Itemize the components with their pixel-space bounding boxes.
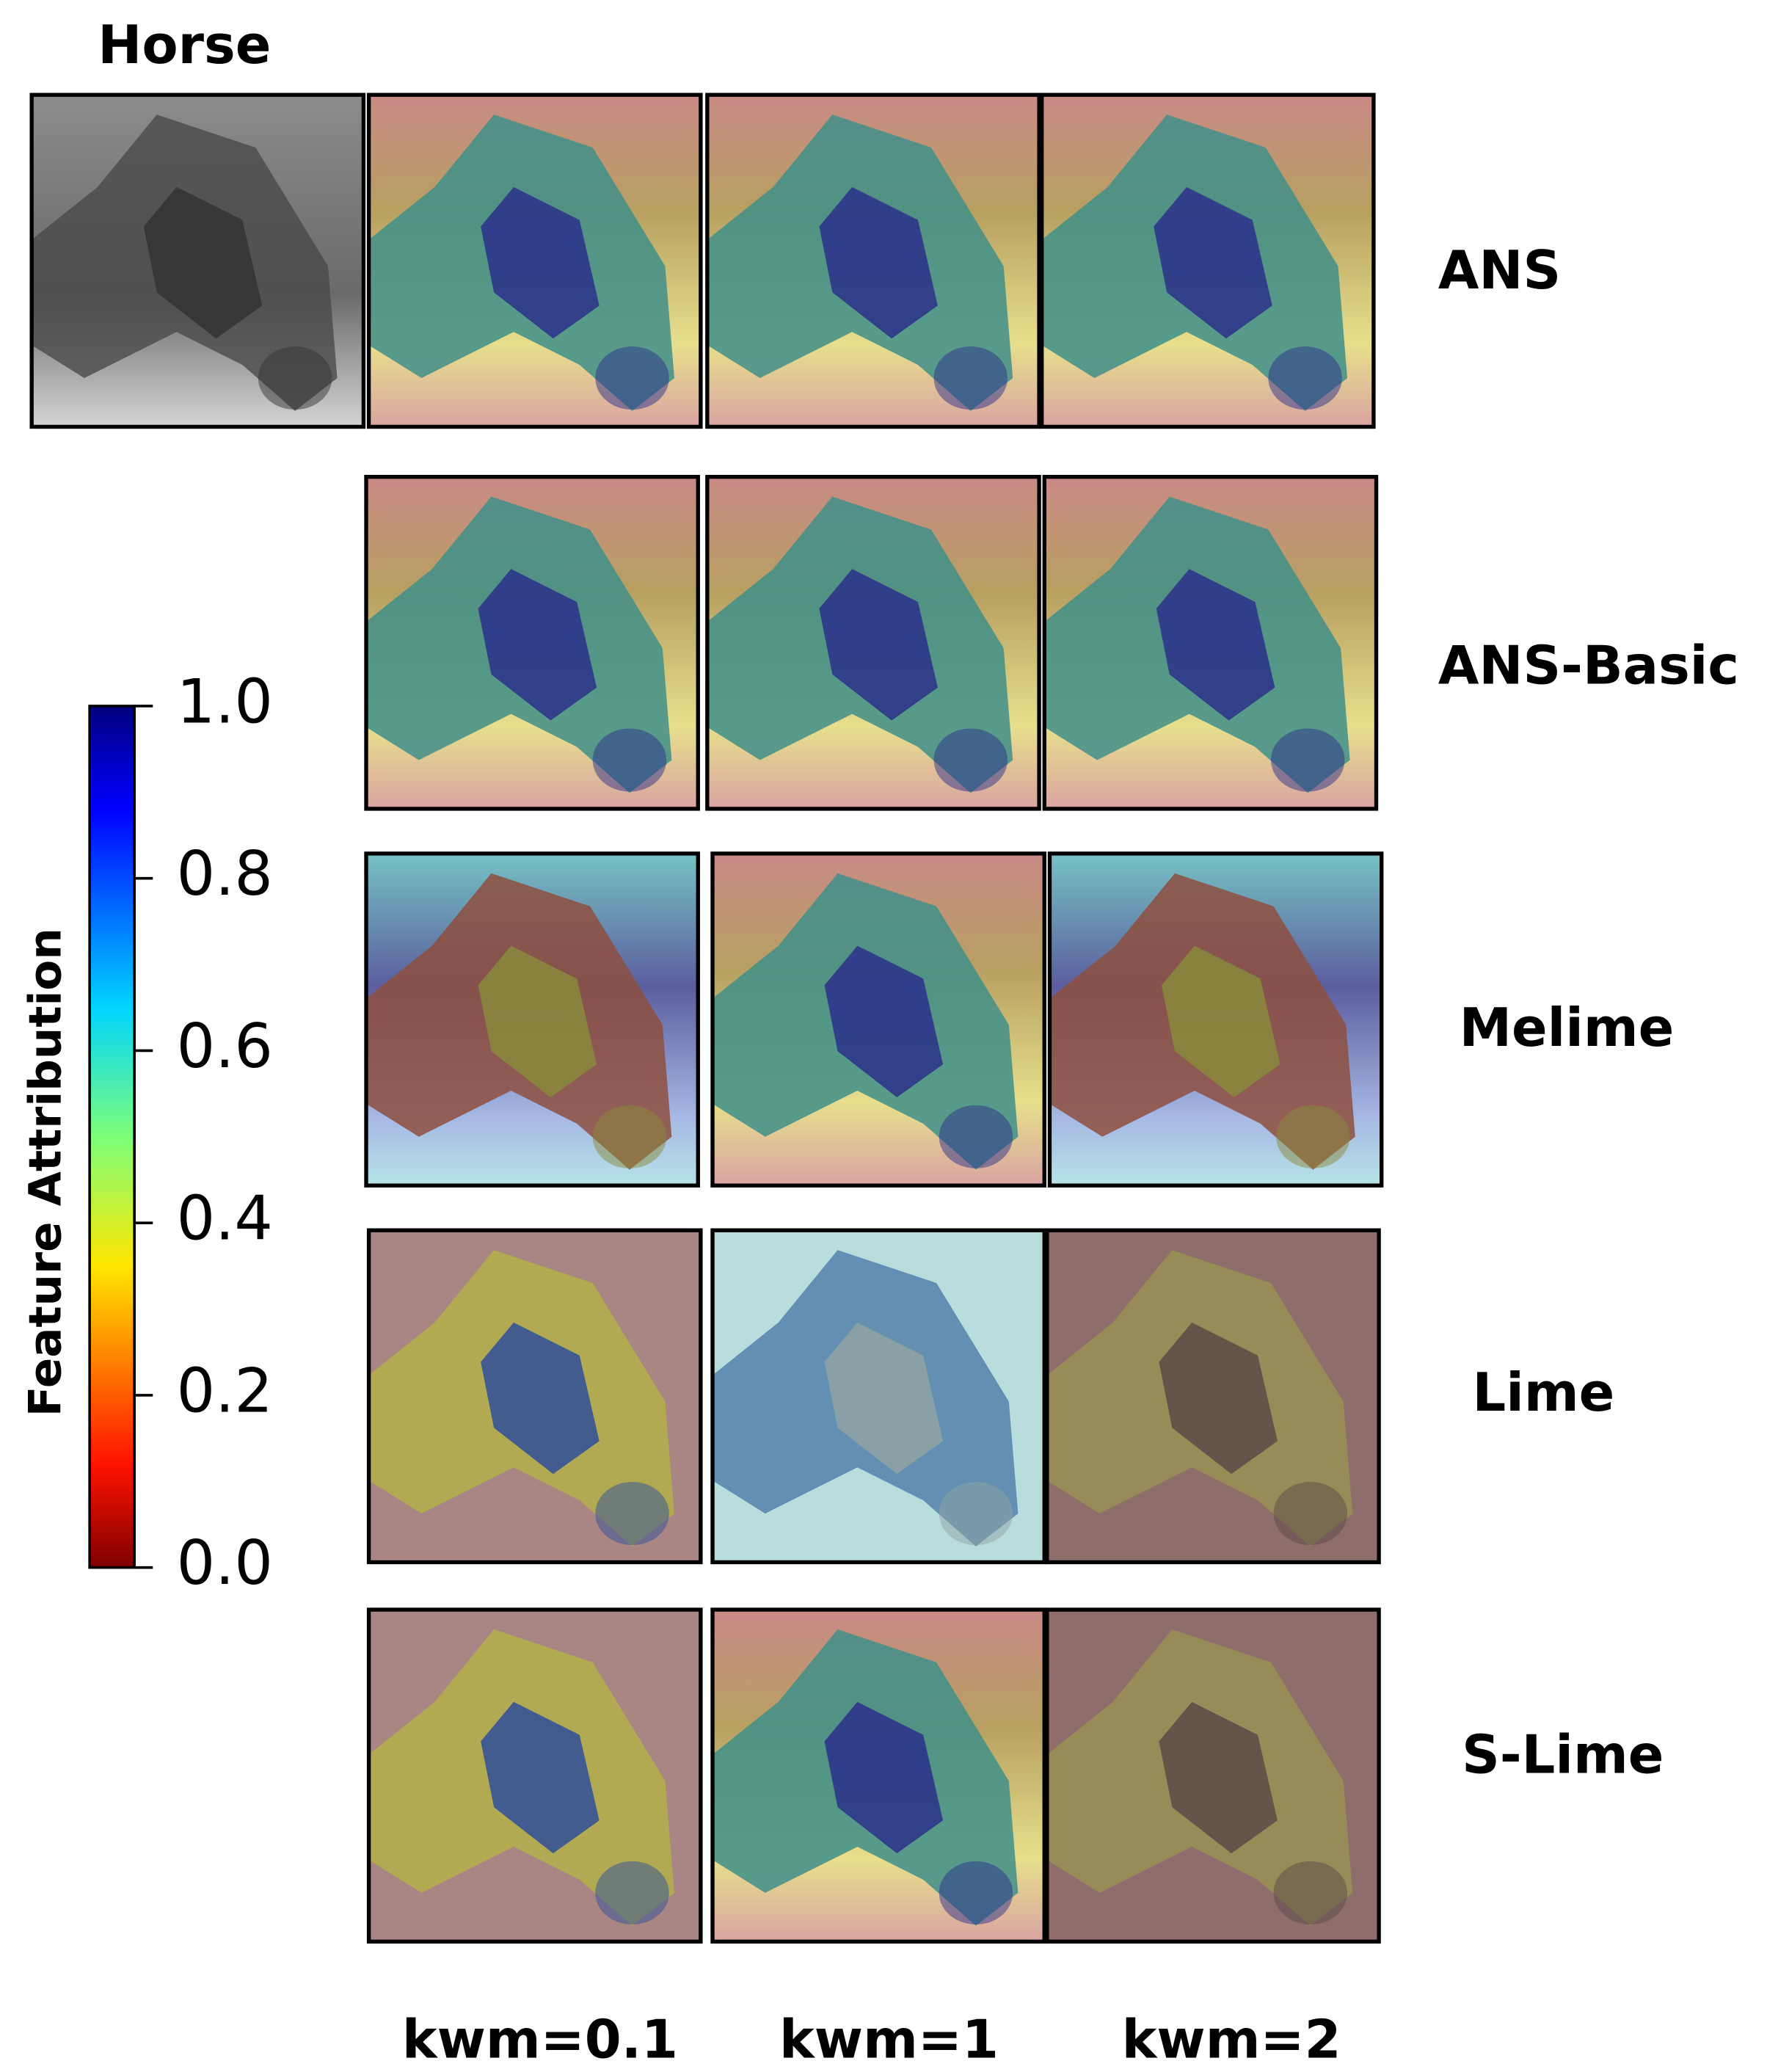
colorbar bbox=[88, 705, 136, 1569]
horse-detail bbox=[1159, 1701, 1278, 1854]
thumbnail bbox=[1042, 474, 1379, 811]
horse-detail bbox=[824, 1322, 944, 1475]
thumbnail-border bbox=[1042, 474, 1379, 811]
horse-detail bbox=[143, 186, 263, 339]
horse-detail bbox=[481, 186, 600, 339]
horse-muzzle bbox=[939, 1105, 1013, 1168]
thumbnail bbox=[366, 1228, 703, 1565]
colorbar-tick-label: 0.6 bbox=[177, 1011, 273, 1082]
column-label: kwm=1 bbox=[779, 2008, 999, 2070]
thumbnail bbox=[364, 474, 700, 811]
horse-muzzle bbox=[592, 1105, 667, 1168]
row-label: ANS bbox=[1438, 239, 1561, 301]
thumbnail bbox=[710, 1607, 1046, 1944]
thumbnail bbox=[366, 1607, 703, 1944]
horse-detail bbox=[481, 1322, 600, 1475]
horse-detail bbox=[1159, 1322, 1278, 1475]
thumbnail bbox=[1047, 851, 1384, 1188]
thumbnail bbox=[705, 92, 1041, 429]
colorbar-tick-label: 0.4 bbox=[177, 1184, 273, 1254]
thumbnail bbox=[1045, 1228, 1381, 1565]
row-label: S-Lime bbox=[1462, 1724, 1664, 1786]
horse-muzzle bbox=[933, 728, 1008, 792]
horse-detail bbox=[824, 945, 944, 1097]
thumbnail-border bbox=[366, 1228, 703, 1565]
colorbar-tick-label: 1.0 bbox=[177, 666, 273, 737]
row-label: ANS-Basic bbox=[1438, 634, 1739, 696]
row-label: Lime bbox=[1473, 1362, 1615, 1423]
horse-detail bbox=[478, 945, 597, 1097]
thumbnail-border bbox=[366, 92, 703, 429]
thumbnail bbox=[364, 851, 700, 1188]
horse-muzzle bbox=[939, 1861, 1013, 1924]
horse-muzzle bbox=[595, 1861, 669, 1924]
horse-muzzle bbox=[592, 728, 667, 792]
thumbnail bbox=[1039, 92, 1376, 429]
figure-title: Horse bbox=[98, 14, 271, 76]
thumbnail-border bbox=[364, 851, 700, 1188]
horse-detail bbox=[824, 1701, 944, 1854]
thumbnail-border bbox=[710, 1607, 1046, 1944]
thumbnail-border bbox=[705, 92, 1041, 429]
horse-detail bbox=[819, 186, 938, 339]
thumbnail-border bbox=[710, 1228, 1046, 1565]
colorbar-tick-label: 0.8 bbox=[177, 839, 273, 909]
thumbnail bbox=[1045, 1607, 1381, 1944]
horse-detail bbox=[478, 569, 597, 721]
horse-detail bbox=[819, 569, 938, 721]
thumbnail-border bbox=[710, 851, 1046, 1188]
horse-muzzle bbox=[1273, 1481, 1348, 1546]
thumbnail-border bbox=[1047, 851, 1384, 1188]
horse-muzzle bbox=[1276, 1105, 1350, 1168]
thumbnail-border bbox=[1045, 1228, 1381, 1565]
thumbnail bbox=[29, 92, 366, 429]
horse-muzzle bbox=[1273, 1861, 1348, 1924]
column-label: kwm=0.1 bbox=[402, 2008, 678, 2070]
column-label: kwm=2 bbox=[1122, 2008, 1341, 2070]
colorbar-tick-label: 0.0 bbox=[177, 1528, 273, 1599]
colorbar-label: Feature Attribution bbox=[20, 928, 72, 1417]
colorbar-tick-label: 0.2 bbox=[177, 1356, 273, 1426]
horse-muzzle bbox=[933, 346, 1008, 410]
horse-detail bbox=[1156, 569, 1275, 721]
horse-muzzle bbox=[1268, 346, 1342, 410]
thumbnail-border bbox=[364, 474, 700, 811]
horse-muzzle bbox=[595, 346, 669, 410]
horse-detail bbox=[1161, 945, 1280, 1097]
horse-muzzle bbox=[595, 1481, 669, 1546]
row-label: Melime bbox=[1460, 997, 1675, 1058]
horse-muzzle bbox=[939, 1481, 1013, 1546]
horse-detail bbox=[1154, 186, 1272, 339]
thumbnail-border bbox=[705, 474, 1041, 811]
thumbnail bbox=[705, 474, 1041, 811]
thumbnail bbox=[710, 1228, 1046, 1565]
thumbnail-border bbox=[1045, 1607, 1381, 1944]
horse-detail bbox=[481, 1701, 600, 1854]
thumbnail bbox=[710, 851, 1046, 1188]
horse-muzzle bbox=[1270, 728, 1345, 792]
thumbnail-border bbox=[29, 92, 366, 429]
thumbnail-border bbox=[1039, 92, 1376, 429]
thumbnail-border bbox=[366, 1607, 703, 1944]
horse-muzzle bbox=[258, 346, 332, 410]
thumbnail bbox=[366, 92, 703, 429]
